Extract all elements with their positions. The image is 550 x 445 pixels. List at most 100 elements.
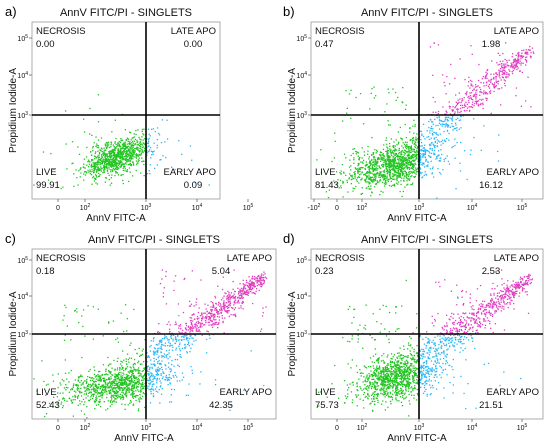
point-live: [107, 162, 110, 164]
point-live: [380, 171, 382, 173]
point-late-apo: [221, 310, 223, 312]
point-live: [369, 172, 371, 174]
point-early-apo: [445, 140, 447, 143]
point-live: [369, 403, 371, 405]
point-late-apo: [502, 72, 504, 74]
point-live: [95, 136, 97, 138]
point-early-apo: [435, 124, 437, 127]
point-live: [143, 393, 145, 395]
point-early-apo: [150, 157, 152, 159]
point-live: [110, 394, 113, 396]
point-live: [415, 141, 417, 144]
point-live: [110, 376, 112, 378]
point-early-apo: [447, 125, 449, 128]
point-live: [392, 163, 395, 165]
point-live: [104, 157, 106, 159]
point-late-apo: [483, 85, 485, 87]
point-live: [57, 392, 59, 394]
point-live: [71, 388, 74, 391]
point-late-apo: [527, 53, 529, 55]
point-live: [359, 170, 361, 173]
point-live: [406, 166, 408, 168]
x-tick-label: 103: [141, 203, 152, 212]
point-live: [97, 160, 99, 162]
point-live: [366, 171, 368, 174]
point-live: [130, 156, 132, 158]
point-live: [411, 183, 413, 186]
point-live: [114, 369, 116, 371]
point-late-apo: [493, 82, 496, 84]
point-late-apo: [173, 280, 175, 282]
point-early-apo: [434, 140, 437, 143]
point-early-apo: [459, 119, 462, 121]
point-early-apo: [424, 138, 426, 140]
point-live: [121, 139, 123, 141]
point-live: [107, 146, 109, 148]
point-live: [129, 162, 131, 164]
point-live: [101, 394, 103, 397]
x-tick-label: 104: [192, 423, 203, 432]
point-live: [405, 173, 408, 176]
point-live: [111, 170, 114, 172]
point-live: [406, 151, 408, 153]
point-late-apo: [195, 323, 197, 325]
point-necrosis: [387, 120, 389, 122]
point-live: [127, 155, 129, 158]
point-early-apo: [156, 144, 158, 147]
point-live: [385, 161, 387, 163]
point-live: [128, 382, 130, 385]
point-live: [404, 153, 406, 155]
point-live: [408, 157, 411, 160]
point-live: [121, 403, 123, 405]
point-live: [97, 379, 99, 382]
point-live: [406, 161, 408, 164]
point-live: [382, 166, 385, 168]
point-live: [128, 375, 130, 377]
point-late-apo: [214, 309, 216, 311]
point-live: [353, 188, 356, 190]
point-late-apo: [527, 49, 530, 51]
point-late-apo: [255, 290, 257, 292]
point-late-apo: [455, 94, 457, 96]
point-live: [400, 168, 402, 170]
point-early-apo: [420, 161, 422, 164]
point-late-apo: [498, 73, 500, 75]
point-live: [92, 147, 94, 149]
point-live: [392, 159, 394, 161]
point-late-apo: [226, 295, 229, 297]
point-early-apo: [438, 116, 440, 118]
point-live: [374, 163, 376, 165]
point-early-apo: [169, 345, 172, 347]
point-late-apo: [512, 65, 514, 68]
point-early-apo: [152, 395, 155, 398]
point-late-apo: [201, 314, 203, 316]
point-late-apo: [169, 324, 171, 326]
point-late-apo: [256, 282, 258, 284]
point-live: [328, 189, 330, 191]
point-live: [95, 395, 98, 397]
point-live: [396, 178, 398, 180]
point-late-apo: [470, 106, 473, 108]
point-live: [100, 170, 103, 172]
point-late-apo: [494, 76, 497, 78]
point-live: [399, 168, 401, 171]
point-late-apo: [197, 311, 200, 314]
point-early-apo: [200, 371, 202, 373]
quadrant-name: LATE APO: [171, 26, 216, 37]
point-early-apo: [423, 174, 425, 176]
point-late-apo: [208, 316, 211, 318]
point-live: [132, 390, 134, 392]
point-live: [74, 379, 76, 381]
point-live: [407, 178, 409, 181]
point-late-apo: [464, 104, 466, 107]
point-early-apo: [423, 166, 426, 168]
point-late-apo: [221, 288, 224, 291]
point-live: [112, 387, 115, 389]
point-live: [398, 153, 400, 155]
point-late-apo: [259, 281, 261, 283]
point-live: [389, 148, 391, 150]
point-live: [403, 170, 406, 172]
point-late-apo: [504, 80, 506, 82]
point-early-apo: [424, 153, 426, 155]
point-live: [381, 175, 383, 177]
